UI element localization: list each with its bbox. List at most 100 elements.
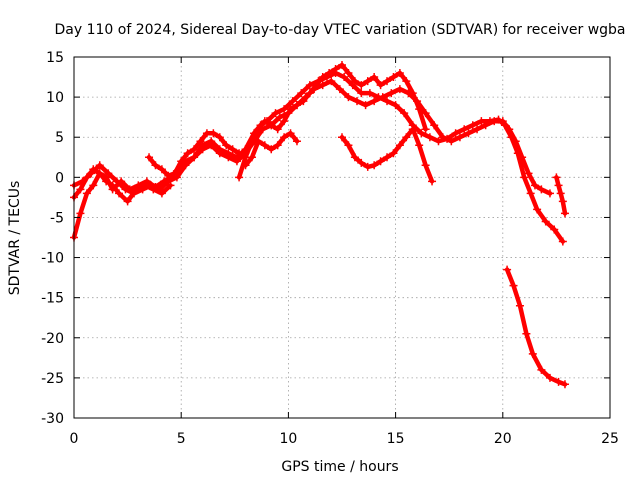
data-point-marker — [209, 129, 218, 138]
data-point-marker — [260, 141, 269, 150]
data-point-marker — [395, 85, 404, 94]
data-point-marker — [518, 153, 527, 162]
data-point-marker — [280, 117, 289, 126]
data-point-marker — [503, 265, 512, 274]
data-point-marker — [132, 185, 141, 194]
y-tick-label: 5 — [55, 130, 64, 146]
data-point-marker — [338, 61, 346, 70]
data-point-marker — [89, 165, 98, 174]
data-point-marker — [421, 109, 430, 118]
data-point-marker — [89, 181, 98, 190]
data-point-marker — [115, 189, 124, 198]
data-point-marker — [541, 217, 550, 226]
data-point-marker — [140, 181, 149, 190]
data-point-marker — [76, 209, 85, 218]
data-point-marker — [530, 181, 539, 190]
data-point-marker — [389, 149, 398, 158]
data-point-marker — [434, 137, 443, 146]
data-point-marker — [292, 137, 301, 146]
data-point-marker — [164, 171, 173, 180]
data-point-marker — [498, 117, 507, 126]
y-axis-label: SDTVAR / TECUs — [7, 181, 23, 296]
data-point-marker — [102, 177, 111, 186]
data-point-marker — [288, 97, 297, 106]
data-point-marker — [327, 77, 336, 86]
data-point-marker — [299, 97, 308, 106]
data-point-marker — [286, 105, 295, 114]
data-point-marker — [305, 89, 314, 98]
data-point-marker — [509, 281, 518, 290]
data-point-marker — [151, 161, 160, 170]
data-point-marker — [395, 141, 404, 150]
data-point-marker — [560, 209, 569, 218]
data-point-marker — [181, 161, 190, 170]
data-point-marker — [520, 173, 529, 182]
data-point-marker — [438, 133, 447, 142]
data-point-marker — [273, 141, 282, 150]
data-point-marker — [232, 157, 241, 166]
data-point-marker — [350, 77, 359, 86]
data-point-marker — [235, 173, 244, 182]
y-tick-label: 0 — [55, 170, 64, 186]
data-point-marker — [267, 121, 276, 130]
x-tick-label: 0 — [70, 431, 79, 447]
data-point-marker — [408, 89, 417, 98]
data-point-marker — [344, 141, 353, 150]
data-point-marker — [395, 69, 404, 78]
data-point-marker — [421, 125, 430, 134]
data-point-marker — [338, 133, 346, 142]
data-point-marker — [430, 121, 439, 130]
data-point-marker — [95, 161, 104, 170]
data-point-marker — [524, 169, 533, 178]
data-point-marker — [222, 141, 231, 150]
data-point-marker — [275, 113, 284, 122]
data-point-marker — [357, 158, 366, 167]
data-point-marker — [254, 137, 263, 146]
data-point-marker — [172, 173, 181, 182]
data-point-marker — [554, 377, 563, 386]
x-axis-label: GPS time / hours — [281, 459, 398, 475]
data-point-marker — [297, 89, 306, 98]
data-point-marker — [344, 69, 353, 78]
data-point-marker — [460, 125, 469, 134]
data-point-marker — [464, 129, 473, 138]
data-point-marker — [260, 117, 269, 126]
chart-title: Day 110 of 2024, Sidereal Day-to-day VTE… — [54, 22, 625, 38]
y-tick-label: -25 — [41, 371, 64, 387]
data-point-marker — [325, 69, 334, 78]
data-point-marker — [552, 173, 561, 182]
data-point-marker — [224, 153, 233, 162]
y-tick-label: -15 — [41, 291, 64, 307]
data-point-marker — [357, 81, 366, 90]
data-point-marker — [391, 101, 400, 110]
data-point-marker — [370, 97, 379, 106]
data-point-marker — [254, 125, 263, 134]
data-point-marker — [357, 89, 366, 98]
data-point-marker — [273, 125, 282, 134]
data-point-marker — [415, 105, 424, 114]
data-point-marker — [370, 73, 379, 82]
data-point-marker — [556, 189, 565, 198]
data-point-marker — [280, 133, 289, 142]
series-line-4 — [146, 130, 248, 178]
data-point-marker — [348, 81, 357, 90]
data-point-marker — [183, 149, 192, 158]
data-point-marker — [82, 173, 91, 182]
data-point-marker — [353, 97, 362, 106]
y-tick-label: -5 — [50, 210, 64, 226]
data-point-marker — [408, 125, 417, 134]
series-line-2 — [71, 78, 553, 196]
data-point-marker — [376, 157, 385, 166]
data-point-marker — [389, 73, 398, 82]
data-point-marker — [157, 165, 166, 174]
y-tick-label: -20 — [41, 331, 64, 347]
data-point-marker — [271, 109, 280, 118]
data-point-marker — [477, 117, 486, 126]
data-point-marker — [207, 141, 216, 150]
data-point-marker — [481, 121, 490, 130]
data-point-marker — [215, 149, 224, 158]
data-point-marker — [170, 169, 179, 178]
data-point-marker — [104, 169, 113, 178]
data-point-marker — [383, 153, 392, 162]
data-point-marker — [331, 65, 340, 74]
